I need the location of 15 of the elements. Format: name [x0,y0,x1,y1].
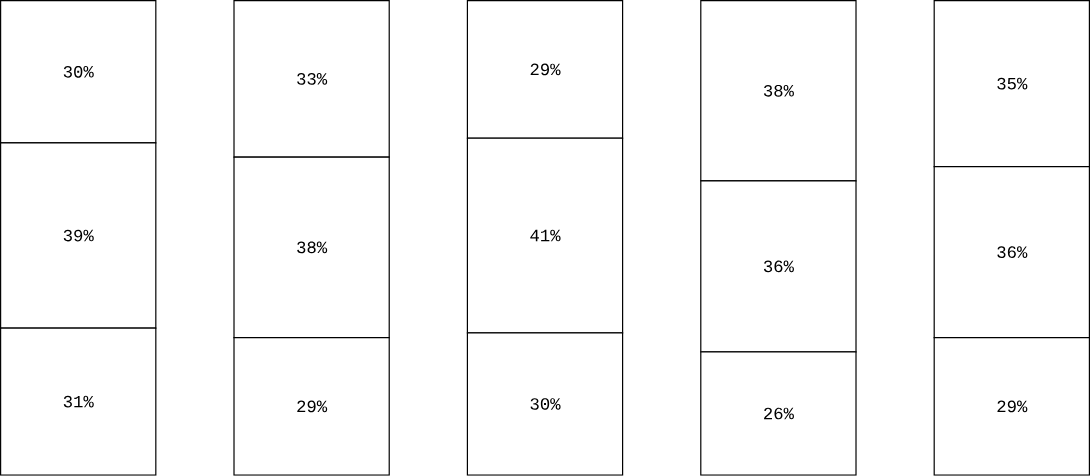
data-label: 36% [997,246,1028,259]
data-label: 29% [530,63,561,76]
data-label: 38% [297,241,328,254]
data-label: 30% [63,66,94,78]
data-label: 38% [763,85,794,97]
data-label: 36% [763,260,794,273]
data-label: 26% [764,407,794,420]
data-label: 29% [297,400,328,413]
data-label: 29% [997,400,1028,413]
data-label: 30% [530,398,561,410]
data-label: 35% [997,77,1028,90]
data-label: 33% [297,73,328,85]
data-label: 31% [63,395,94,408]
data-label: 39% [63,229,94,242]
data-label: 41% [530,229,561,242]
